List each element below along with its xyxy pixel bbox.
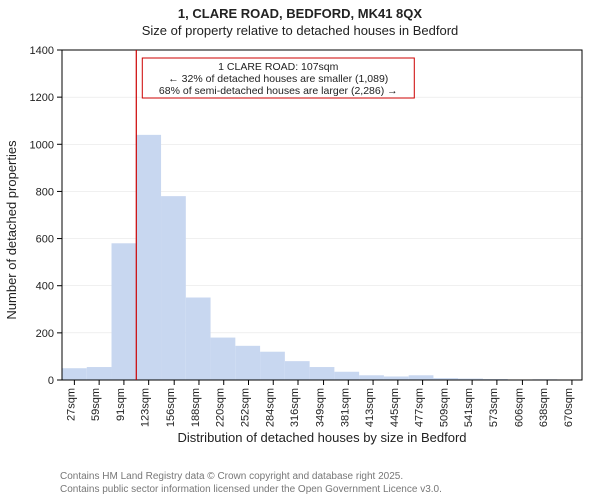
x-tick-label: 59sqm <box>90 388 102 421</box>
annotation-box-group: 1 CLARE ROAD: 107sqm← 32% of detached ho… <box>142 58 414 98</box>
y-tick-label: 1400 <box>30 45 54 57</box>
y-ticks: 0 200 400 600 800 1000 1200 1400 <box>30 45 62 387</box>
x-axis-label: Distribution of detached houses by size … <box>177 430 466 445</box>
x-tick-label: 316sqm <box>289 388 301 427</box>
x-tick-label: 477sqm <box>414 388 426 427</box>
title-line1: 1, CLARE ROAD, BEDFORD, MK41 8QX <box>0 6 600 21</box>
x-tick-label: 445sqm <box>389 388 401 427</box>
x-tick-label: 573sqm <box>488 388 500 427</box>
histogram-plot: 0200400600800100012001400 27sqm59sqm91sq… <box>62 50 582 410</box>
histogram-bar <box>260 352 285 380</box>
y-tick-label: 800 <box>36 186 54 198</box>
x-tick-label: 123sqm <box>140 388 152 427</box>
histogram-bar <box>235 346 260 380</box>
histogram-bar <box>112 243 137 380</box>
title-line2: Size of property relative to detached ho… <box>0 23 600 38</box>
x-tick-label: 156sqm <box>165 388 177 427</box>
footer-line1: Contains HM Land Registry data © Crown c… <box>60 471 442 484</box>
footer-line2: Contains public sector information licen… <box>60 484 442 497</box>
x-tick-label: 541sqm <box>463 388 475 427</box>
y-tick-label: 400 <box>36 281 54 293</box>
y-tick-label: 0 <box>48 375 54 387</box>
bars <box>62 135 582 380</box>
x-tick-label: 188sqm <box>190 388 202 427</box>
histogram-bar <box>186 298 211 381</box>
annotation-marker-label: 1 CLARE ROAD: 107sqm <box>218 61 338 73</box>
x-tick-label: 27sqm <box>65 388 77 421</box>
histogram-bar <box>409 375 434 380</box>
x-tick-label: 252sqm <box>239 388 251 427</box>
y-tick-label: 1200 <box>30 92 54 104</box>
x-tick-label: 349sqm <box>315 388 327 427</box>
y-axis-label: Number of detached properties <box>4 140 19 320</box>
x-tick-label: 284sqm <box>264 388 276 427</box>
histogram-bar <box>384 376 409 380</box>
annotation-line1: ← 32% of detached houses are smaller (1,… <box>168 73 388 85</box>
x-tick-label: 670sqm <box>563 388 575 427</box>
histogram-bar <box>136 135 161 380</box>
y-tick-label: 200 <box>36 328 54 340</box>
histogram-bar <box>359 375 384 380</box>
histogram-bar <box>310 367 335 380</box>
histogram-bar <box>87 367 112 380</box>
histogram-bar <box>161 196 186 380</box>
x-tick-label: 220sqm <box>215 388 227 427</box>
histogram-bar <box>211 338 236 380</box>
x-ticks: 27sqm 59sqm 91sqm 123sqm 156sqm 188sqm 220sqm 2… <box>65 380 575 427</box>
y-tick-label: 1000 <box>30 139 54 151</box>
x-tick-label: 413sqm <box>364 388 376 427</box>
x-tick-label: 606sqm <box>513 388 525 427</box>
y-tick-label: 600 <box>36 234 54 246</box>
chart-title-block: 1, CLARE ROAD, BEDFORD, MK41 8QX Size of… <box>0 0 600 38</box>
histogram-bar <box>285 361 310 380</box>
attribution-footer: Contains HM Land Registry data © Crown c… <box>60 471 442 496</box>
x-tick-label: 638sqm <box>538 388 550 427</box>
annotation-line2: 68% of semi-detached houses are larger (… <box>159 85 398 97</box>
x-tick-label: 91sqm <box>115 388 127 421</box>
histogram-bar <box>62 368 87 380</box>
x-tick-label: 509sqm <box>438 388 450 427</box>
x-tick-label: 381sqm <box>339 388 351 427</box>
histogram-bar <box>334 372 359 380</box>
